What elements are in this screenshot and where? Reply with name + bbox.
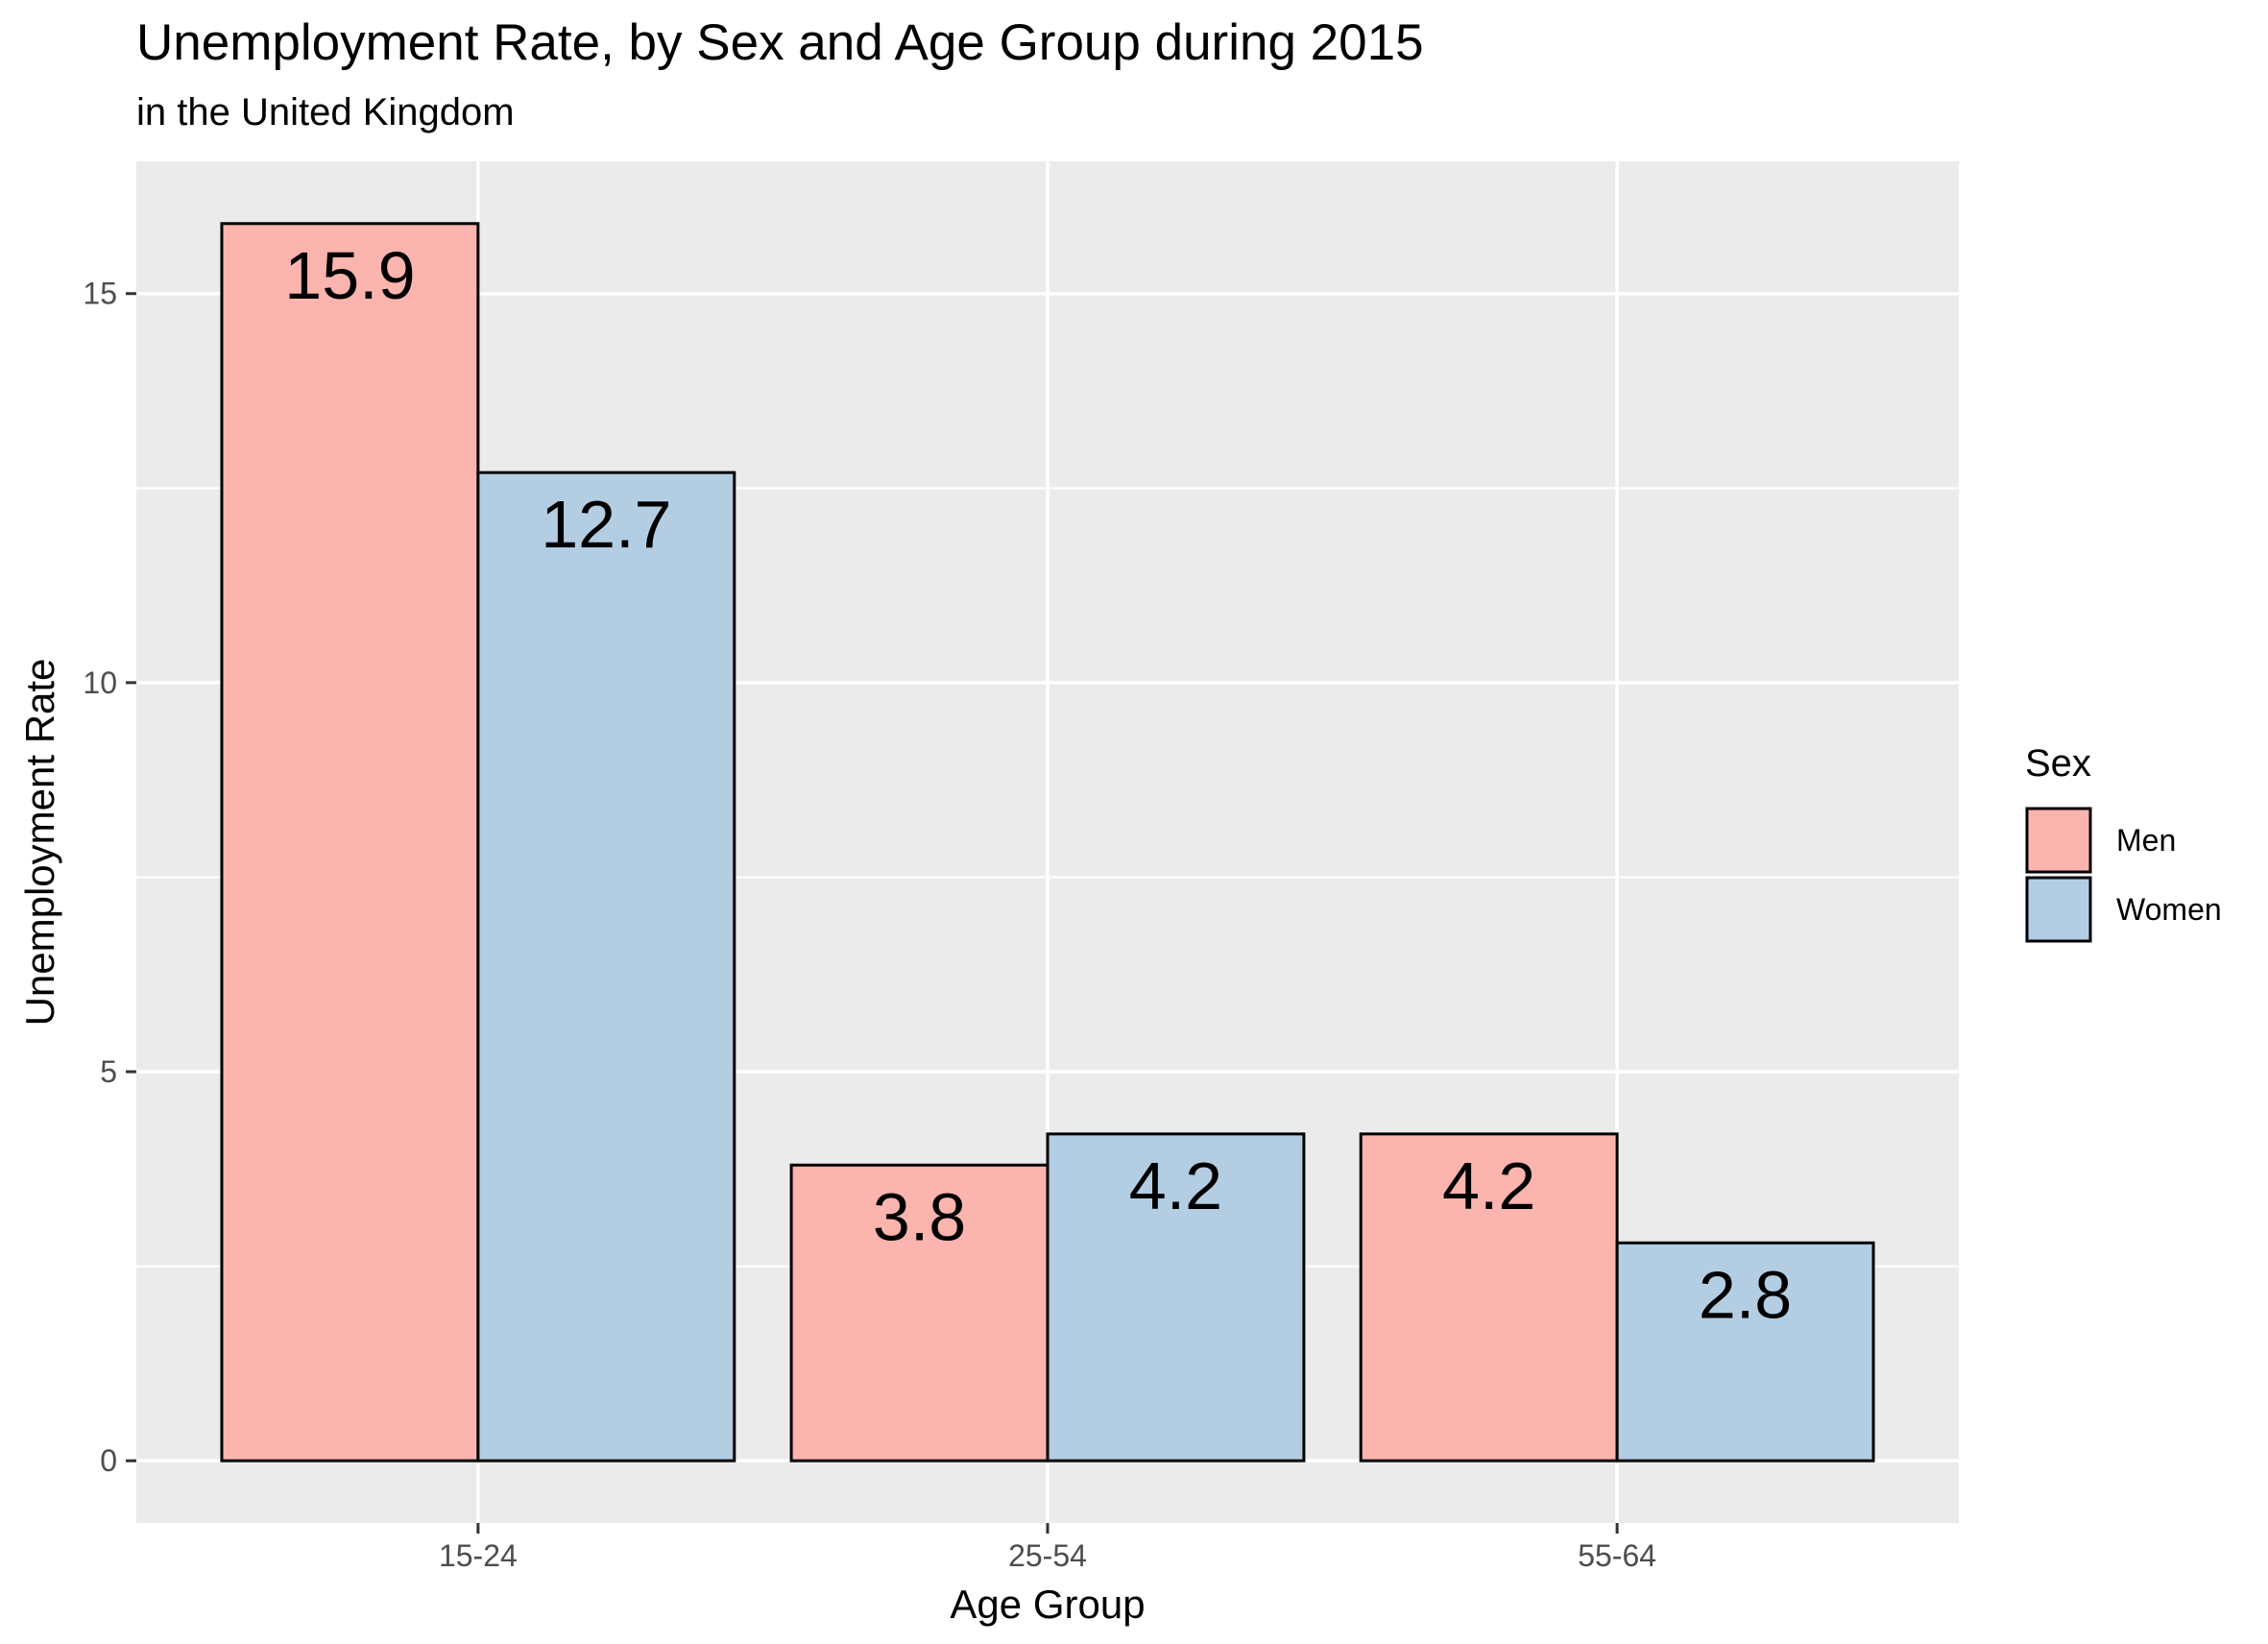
y-tick-label: 15 [83, 277, 117, 311]
legend-key-women [2025, 876, 2092, 943]
bar-women-15-24 [476, 471, 736, 1463]
data-label-men-15-24: 15.9 [284, 238, 415, 313]
bar-women-25-54 [1046, 1132, 1306, 1463]
bars [220, 222, 1875, 1463]
x-axis-title: Age Group [950, 1582, 1145, 1627]
y-axis: 0 5 10 15 [83, 277, 136, 1478]
data-label-men-25-54: 3.8 [873, 1179, 966, 1254]
x-tick-label: 55-64 [1578, 1538, 1656, 1573]
y-tick-label: 0 [100, 1443, 117, 1478]
y-tick-label: 10 [83, 665, 117, 700]
bar-men-55-64 [1359, 1132, 1619, 1463]
bar-women-55-64 [1615, 1241, 1875, 1463]
y-axis-title: Unemployment Rate [17, 659, 62, 1027]
chart-title: Unemployment Rate, by Sex and Age Group … [136, 14, 1424, 71]
chart-subtitle: in the United Kingdom [136, 91, 515, 133]
data-label-women-25-54: 4.2 [1129, 1148, 1222, 1223]
legend-items: Men Women [2025, 807, 2222, 943]
x-axis: 15-24 25-54 55-64 [439, 1523, 1656, 1573]
x-tick-label: 15-24 [439, 1538, 518, 1573]
bar-men-15-24 [220, 222, 480, 1463]
data-label-women-15-24: 12.7 [541, 487, 671, 562]
legend-key-men [2025, 807, 2092, 874]
bar-men-25-54 [789, 1163, 1050, 1463]
data-label-men-55-64: 4.2 [1442, 1148, 1535, 1223]
legend-label-women: Women [2116, 892, 2222, 927]
x-tick-label: 25-54 [1008, 1538, 1087, 1573]
legend-label-men: Men [2116, 823, 2176, 858]
legend: Sex Men Women [2025, 742, 2222, 943]
data-labels: 15.9 3.8 4.2 12.7 4.2 2.8 [284, 238, 1792, 1332]
y-tick-label: 5 [100, 1054, 117, 1089]
data-label-women-55-64: 2.8 [1699, 1257, 1792, 1332]
legend-title: Sex [2025, 742, 2091, 785]
